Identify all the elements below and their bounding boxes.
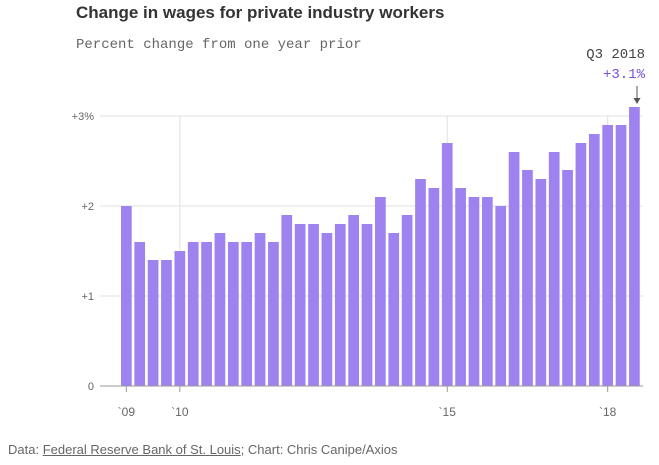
- bar: [428, 188, 440, 386]
- bar: [121, 206, 132, 386]
- bar: [334, 224, 346, 386]
- footer-prefix: Data:: [8, 442, 43, 457]
- bar: [575, 143, 587, 386]
- bar: [615, 125, 627, 386]
- x-tick-label: `18: [599, 405, 617, 419]
- y-tick-label: +3%: [72, 111, 95, 123]
- chart-subtitle: Percent change from one year prior: [76, 37, 362, 53]
- axis-layer: 0 +1 +2 +3% `09 `10 `15 `18: [72, 111, 643, 419]
- bar-chart: 0 +1 +2 +3% `09 `10 `15 `18 Q3 2018 +3.1%: [72, 47, 646, 419]
- bar: [481, 197, 493, 386]
- bar: [401, 215, 413, 386]
- source-link[interactable]: Federal Reserve Bank of St. Louis: [42, 442, 241, 457]
- x-tick-label: `15: [439, 405, 457, 419]
- bar: [187, 242, 199, 386]
- bar-highlight: [629, 107, 640, 386]
- bar: [308, 224, 319, 386]
- source-footer: Data: Federal Reserve Bank of St. Louis;…: [8, 442, 397, 457]
- bar: [468, 197, 480, 386]
- bar: [548, 152, 560, 386]
- bar: [602, 125, 614, 386]
- bar: [201, 242, 212, 386]
- bar: [361, 224, 373, 386]
- y-tick-label: 0: [88, 381, 94, 393]
- annotation-layer: Q3 2018 +3.1%: [586, 47, 646, 104]
- x-tick-label: `10: [171, 405, 189, 419]
- bar: [508, 152, 520, 386]
- bar: [415, 179, 426, 386]
- annotation-label: Q3 2018: [586, 47, 645, 63]
- annotation-value: +3.1%: [603, 67, 646, 83]
- bar: [161, 260, 172, 386]
- bar: [281, 215, 293, 386]
- bar: [348, 215, 359, 386]
- bar: [254, 233, 266, 386]
- bar: [522, 170, 533, 386]
- chart-title: Change in wages for private industry wor…: [76, 3, 445, 22]
- bar: [495, 206, 507, 386]
- y-tick-label: +1: [81, 291, 94, 303]
- bar: [441, 143, 453, 386]
- bar: [268, 242, 279, 386]
- bar: [174, 251, 186, 386]
- bar: [214, 233, 226, 386]
- footer-suffix: ; Chart: Chris Canipe/Axios: [240, 442, 398, 457]
- bar: [375, 197, 386, 386]
- y-tick-label: +2: [81, 201, 94, 213]
- bar: [321, 233, 333, 386]
- bar: [588, 134, 600, 386]
- bar: [227, 242, 239, 386]
- bar: [388, 233, 400, 386]
- bar: [241, 242, 253, 386]
- annotation-arrow-head: [633, 98, 641, 104]
- bars-layer: [121, 107, 640, 386]
- bar: [535, 179, 547, 386]
- bar: [134, 242, 146, 386]
- bar: [455, 188, 466, 386]
- bar: [294, 224, 306, 386]
- x-tick-label: `09: [118, 405, 136, 419]
- bar: [562, 170, 573, 386]
- bar: [147, 260, 159, 386]
